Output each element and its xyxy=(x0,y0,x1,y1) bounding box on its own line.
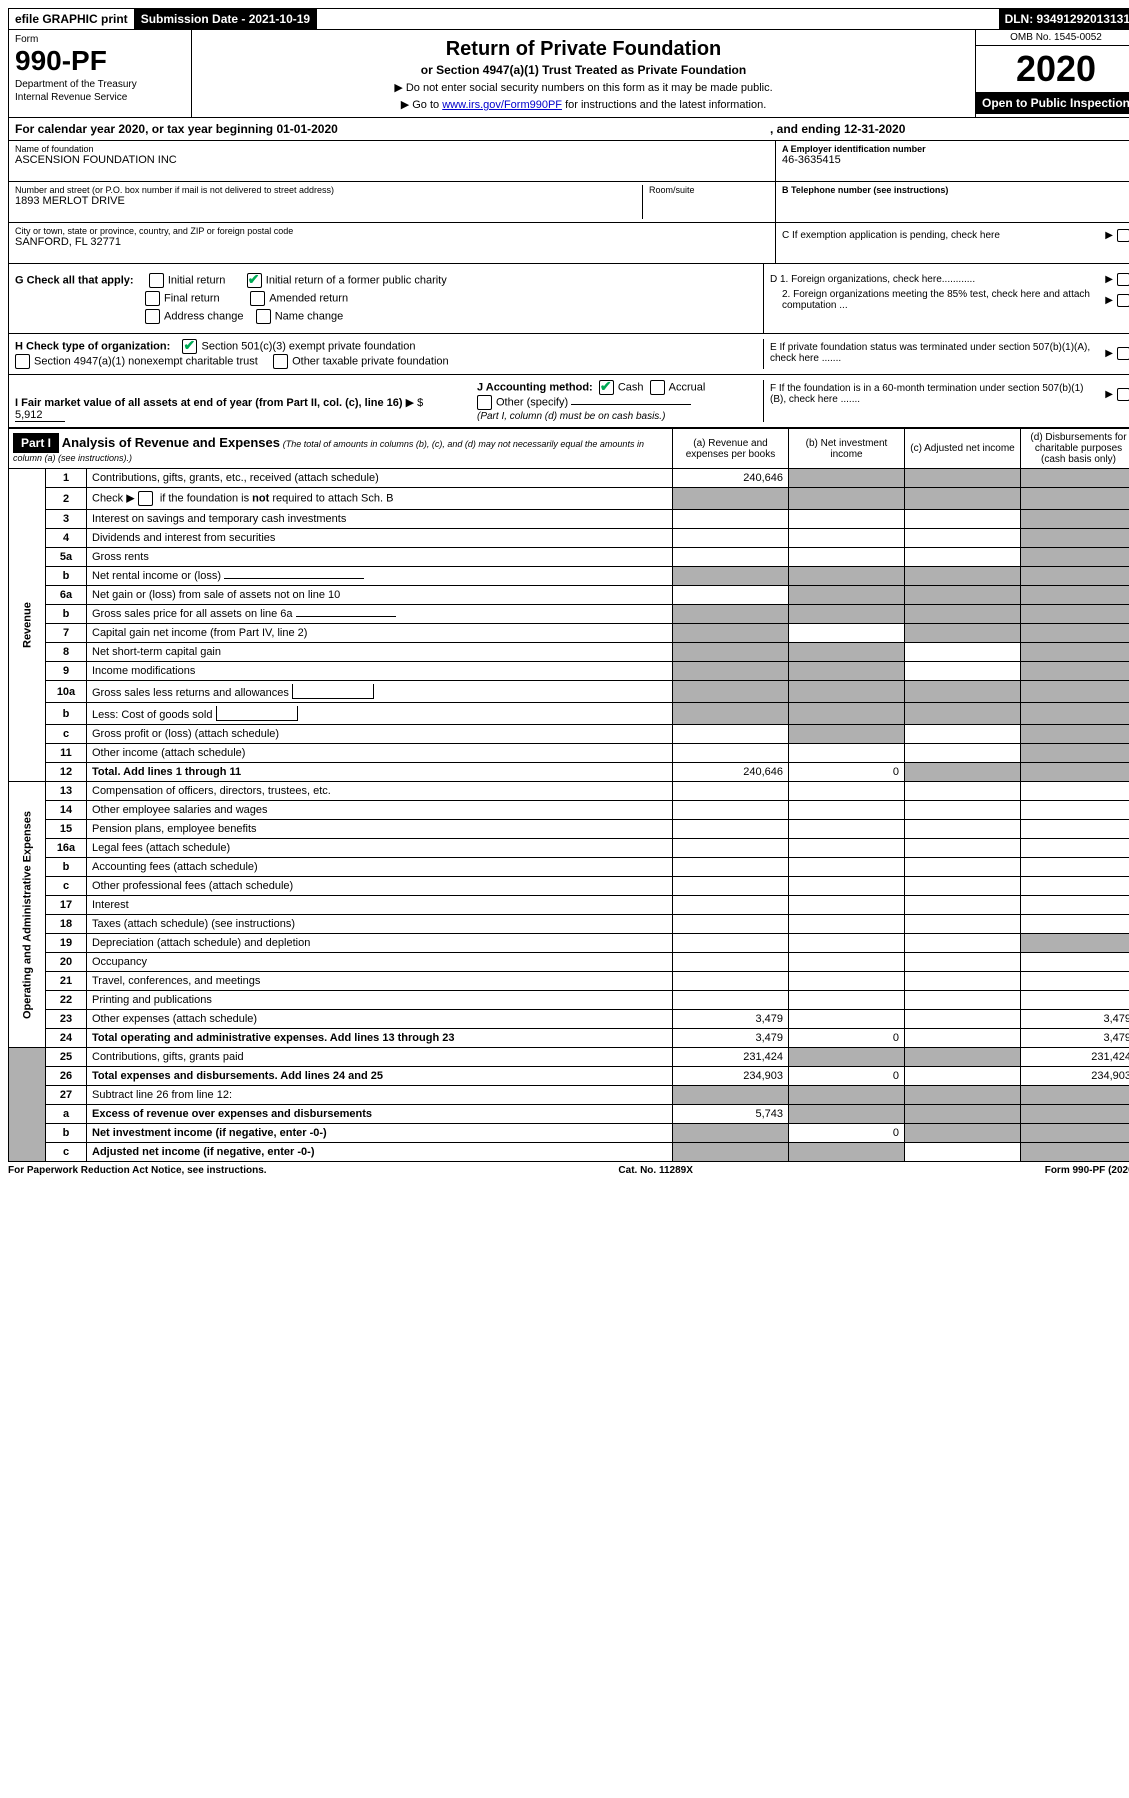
j-cash-cb[interactable] xyxy=(599,380,614,395)
foundation-addr: 1893 MERLOT DRIVE xyxy=(15,195,642,207)
instr-ssn: ▶ Do not enter social security numbers o… xyxy=(198,81,969,94)
dln: DLN: 93491292013131 xyxy=(999,9,1129,29)
name-label: Name of foundation xyxy=(15,144,769,154)
h-501c3-cb[interactable] xyxy=(182,339,197,354)
ij-row: I Fair market value of all assets at end… xyxy=(8,375,1129,428)
h-other-cb[interactable] xyxy=(273,354,288,369)
col-a-header: (a) Revenue and expenses per books xyxy=(673,429,789,469)
efile-print[interactable]: efile GRAPHIC print xyxy=(9,9,135,29)
dept-treasury: Department of the Treasury xyxy=(15,79,185,90)
d1-checkbox[interactable] xyxy=(1117,273,1129,286)
ein-label: A Employer identification number xyxy=(782,144,1129,154)
open-to-public: Open to Public Inspection xyxy=(976,92,1129,114)
j-other-cb[interactable] xyxy=(477,395,492,410)
form-number: 990-PF xyxy=(15,45,185,77)
footer-left: For Paperwork Reduction Act Notice, see … xyxy=(8,1165,267,1176)
instr-link-row: ▶ Go to www.irs.gov/Form990PF for instru… xyxy=(198,98,969,111)
e-checkbox[interactable] xyxy=(1117,347,1129,360)
revenue-sidelabel: Revenue xyxy=(9,469,46,782)
form-title: Return of Private Foundation xyxy=(198,38,969,61)
schb-checkbox[interactable] xyxy=(138,491,153,506)
part1-title: Analysis of Revenue and Expenses xyxy=(62,435,280,450)
phone-label: B Telephone number (see instructions) xyxy=(782,185,1129,195)
form-label: Form xyxy=(15,34,185,45)
foundation-info: Name of foundation ASCENSION FOUNDATION … xyxy=(8,141,1129,264)
foundation-city: SANFORD, FL 32771 xyxy=(15,236,769,248)
omb-number: OMB No. 1545-0052 xyxy=(976,30,1129,46)
e-label: E If private foundation status was termi… xyxy=(770,342,1105,364)
h-row: H Check type of organization: Section 50… xyxy=(8,334,1129,375)
part1-label: Part I xyxy=(13,433,59,453)
d1-label: D 1. Foreign organizations, check here..… xyxy=(770,274,1105,285)
g-d-block: G Check all that apply: Initial return I… xyxy=(8,264,1129,334)
i-value: 5,912 xyxy=(15,409,65,422)
addr-label: Number and street (or P.O. box number if… xyxy=(15,185,642,195)
initial-return-cb[interactable] xyxy=(149,273,164,288)
name-change-cb[interactable] xyxy=(256,309,271,324)
irs: Internal Revenue Service xyxy=(15,92,185,103)
i-label: I Fair market value of all assets at end… xyxy=(15,397,403,409)
c-label: C If exemption application is pending, c… xyxy=(782,230,1105,241)
top-bar: efile GRAPHIC print Submission Date - 20… xyxy=(8,8,1129,30)
footer-right: Form 990-PF (2020) xyxy=(1045,1165,1129,1176)
j-note: (Part I, column (d) must be on cash basi… xyxy=(477,411,665,422)
expenses-sidelabel: Operating and Administrative Expenses xyxy=(9,782,46,1048)
tax-year: 2020 xyxy=(976,46,1129,92)
col-b-header: (b) Net investment income xyxy=(789,429,905,469)
ein-value: 46-3635415 xyxy=(782,154,1129,166)
calendar-year-row: For calendar year 2020, or tax year begi… xyxy=(8,118,1129,141)
amended-return-cb[interactable] xyxy=(250,291,265,306)
f-label: F If the foundation is in a 60-month ter… xyxy=(770,383,1105,405)
j-label: J Accounting method: xyxy=(477,381,593,393)
i-value-prefix: ▶ $ xyxy=(406,397,424,409)
irs-link[interactable]: www.irs.gov/Form990PF xyxy=(442,99,562,111)
submission-date: Submission Date - 2021-10-19 xyxy=(135,9,317,29)
form-header: Form 990-PF Department of the Treasury I… xyxy=(8,30,1129,118)
d2-checkbox[interactable] xyxy=(1117,294,1129,307)
h-label: H Check type of organization: xyxy=(15,340,170,352)
h-4947-cb[interactable] xyxy=(15,354,30,369)
city-label: City or town, state or province, country… xyxy=(15,226,769,236)
c-checkbox[interactable] xyxy=(1117,229,1129,242)
col-c-header: (c) Adjusted net income xyxy=(905,429,1021,469)
final-return-cb[interactable] xyxy=(145,291,160,306)
foundation-name: ASCENSION FOUNDATION INC xyxy=(15,154,769,166)
j-accrual-cb[interactable] xyxy=(650,380,665,395)
d2-label: 2. Foreign organizations meeting the 85%… xyxy=(770,289,1105,311)
page-footer: For Paperwork Reduction Act Notice, see … xyxy=(8,1162,1129,1179)
footer-mid: Cat. No. 11289X xyxy=(618,1165,692,1176)
room-label: Room/suite xyxy=(649,185,769,195)
col-d-header: (d) Disbursements for charitable purpose… xyxy=(1021,429,1129,469)
initial-former-cb[interactable] xyxy=(247,273,262,288)
f-checkbox[interactable] xyxy=(1117,388,1129,401)
part1-table: Part I Analysis of Revenue and Expenses … xyxy=(8,428,1129,1162)
g-label: G Check all that apply: xyxy=(15,274,134,286)
address-change-cb[interactable] xyxy=(145,309,160,324)
form-subtitle: or Section 4947(a)(1) Trust Treated as P… xyxy=(198,63,969,77)
